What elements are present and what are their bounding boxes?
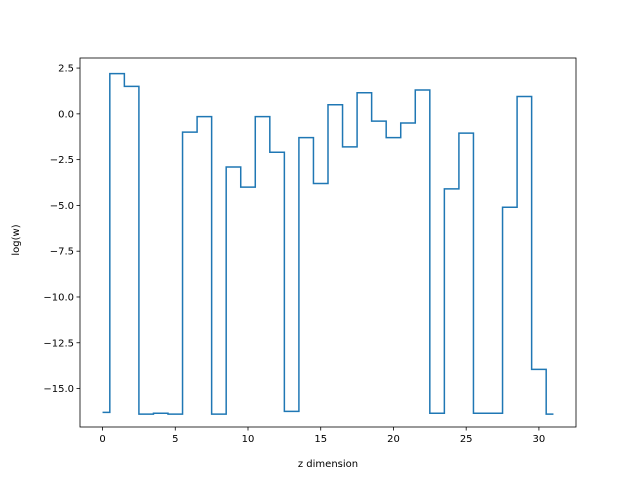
y-tick-label: −5.0 xyxy=(50,201,74,212)
x-tick-label: 5 xyxy=(172,434,178,445)
y-tick-label: −2.5 xyxy=(50,155,74,166)
y-tick-label: −7.5 xyxy=(50,247,74,258)
x-tick-label: 0 xyxy=(99,434,105,445)
x-axis: 0 5 10 15 20 25 30 xyxy=(99,427,545,445)
y-axis: 2.5 0.0 −2.5 −5.0 −7.5 −10.0 −12.5 −15.0 xyxy=(43,64,80,395)
y-tick-label: −15.0 xyxy=(43,384,74,395)
x-tick-label: 15 xyxy=(314,434,327,445)
y-axis-label: log(w) xyxy=(11,224,22,255)
series-line-0 xyxy=(102,72,554,415)
x-axis-label: z dimension xyxy=(298,459,358,470)
y-tick-label: −12.5 xyxy=(43,338,74,349)
y-tick-label: 2.5 xyxy=(58,64,74,75)
plot-area xyxy=(79,57,577,428)
x-tick-label: 20 xyxy=(387,434,400,445)
x-tick-label: 10 xyxy=(242,434,255,445)
x-tick-label: 30 xyxy=(533,434,546,445)
x-tick-label: 25 xyxy=(460,434,473,445)
y-tick-label: 0.0 xyxy=(58,109,74,120)
y-tick-label: −10.0 xyxy=(43,292,74,303)
axes-frame xyxy=(79,57,577,428)
